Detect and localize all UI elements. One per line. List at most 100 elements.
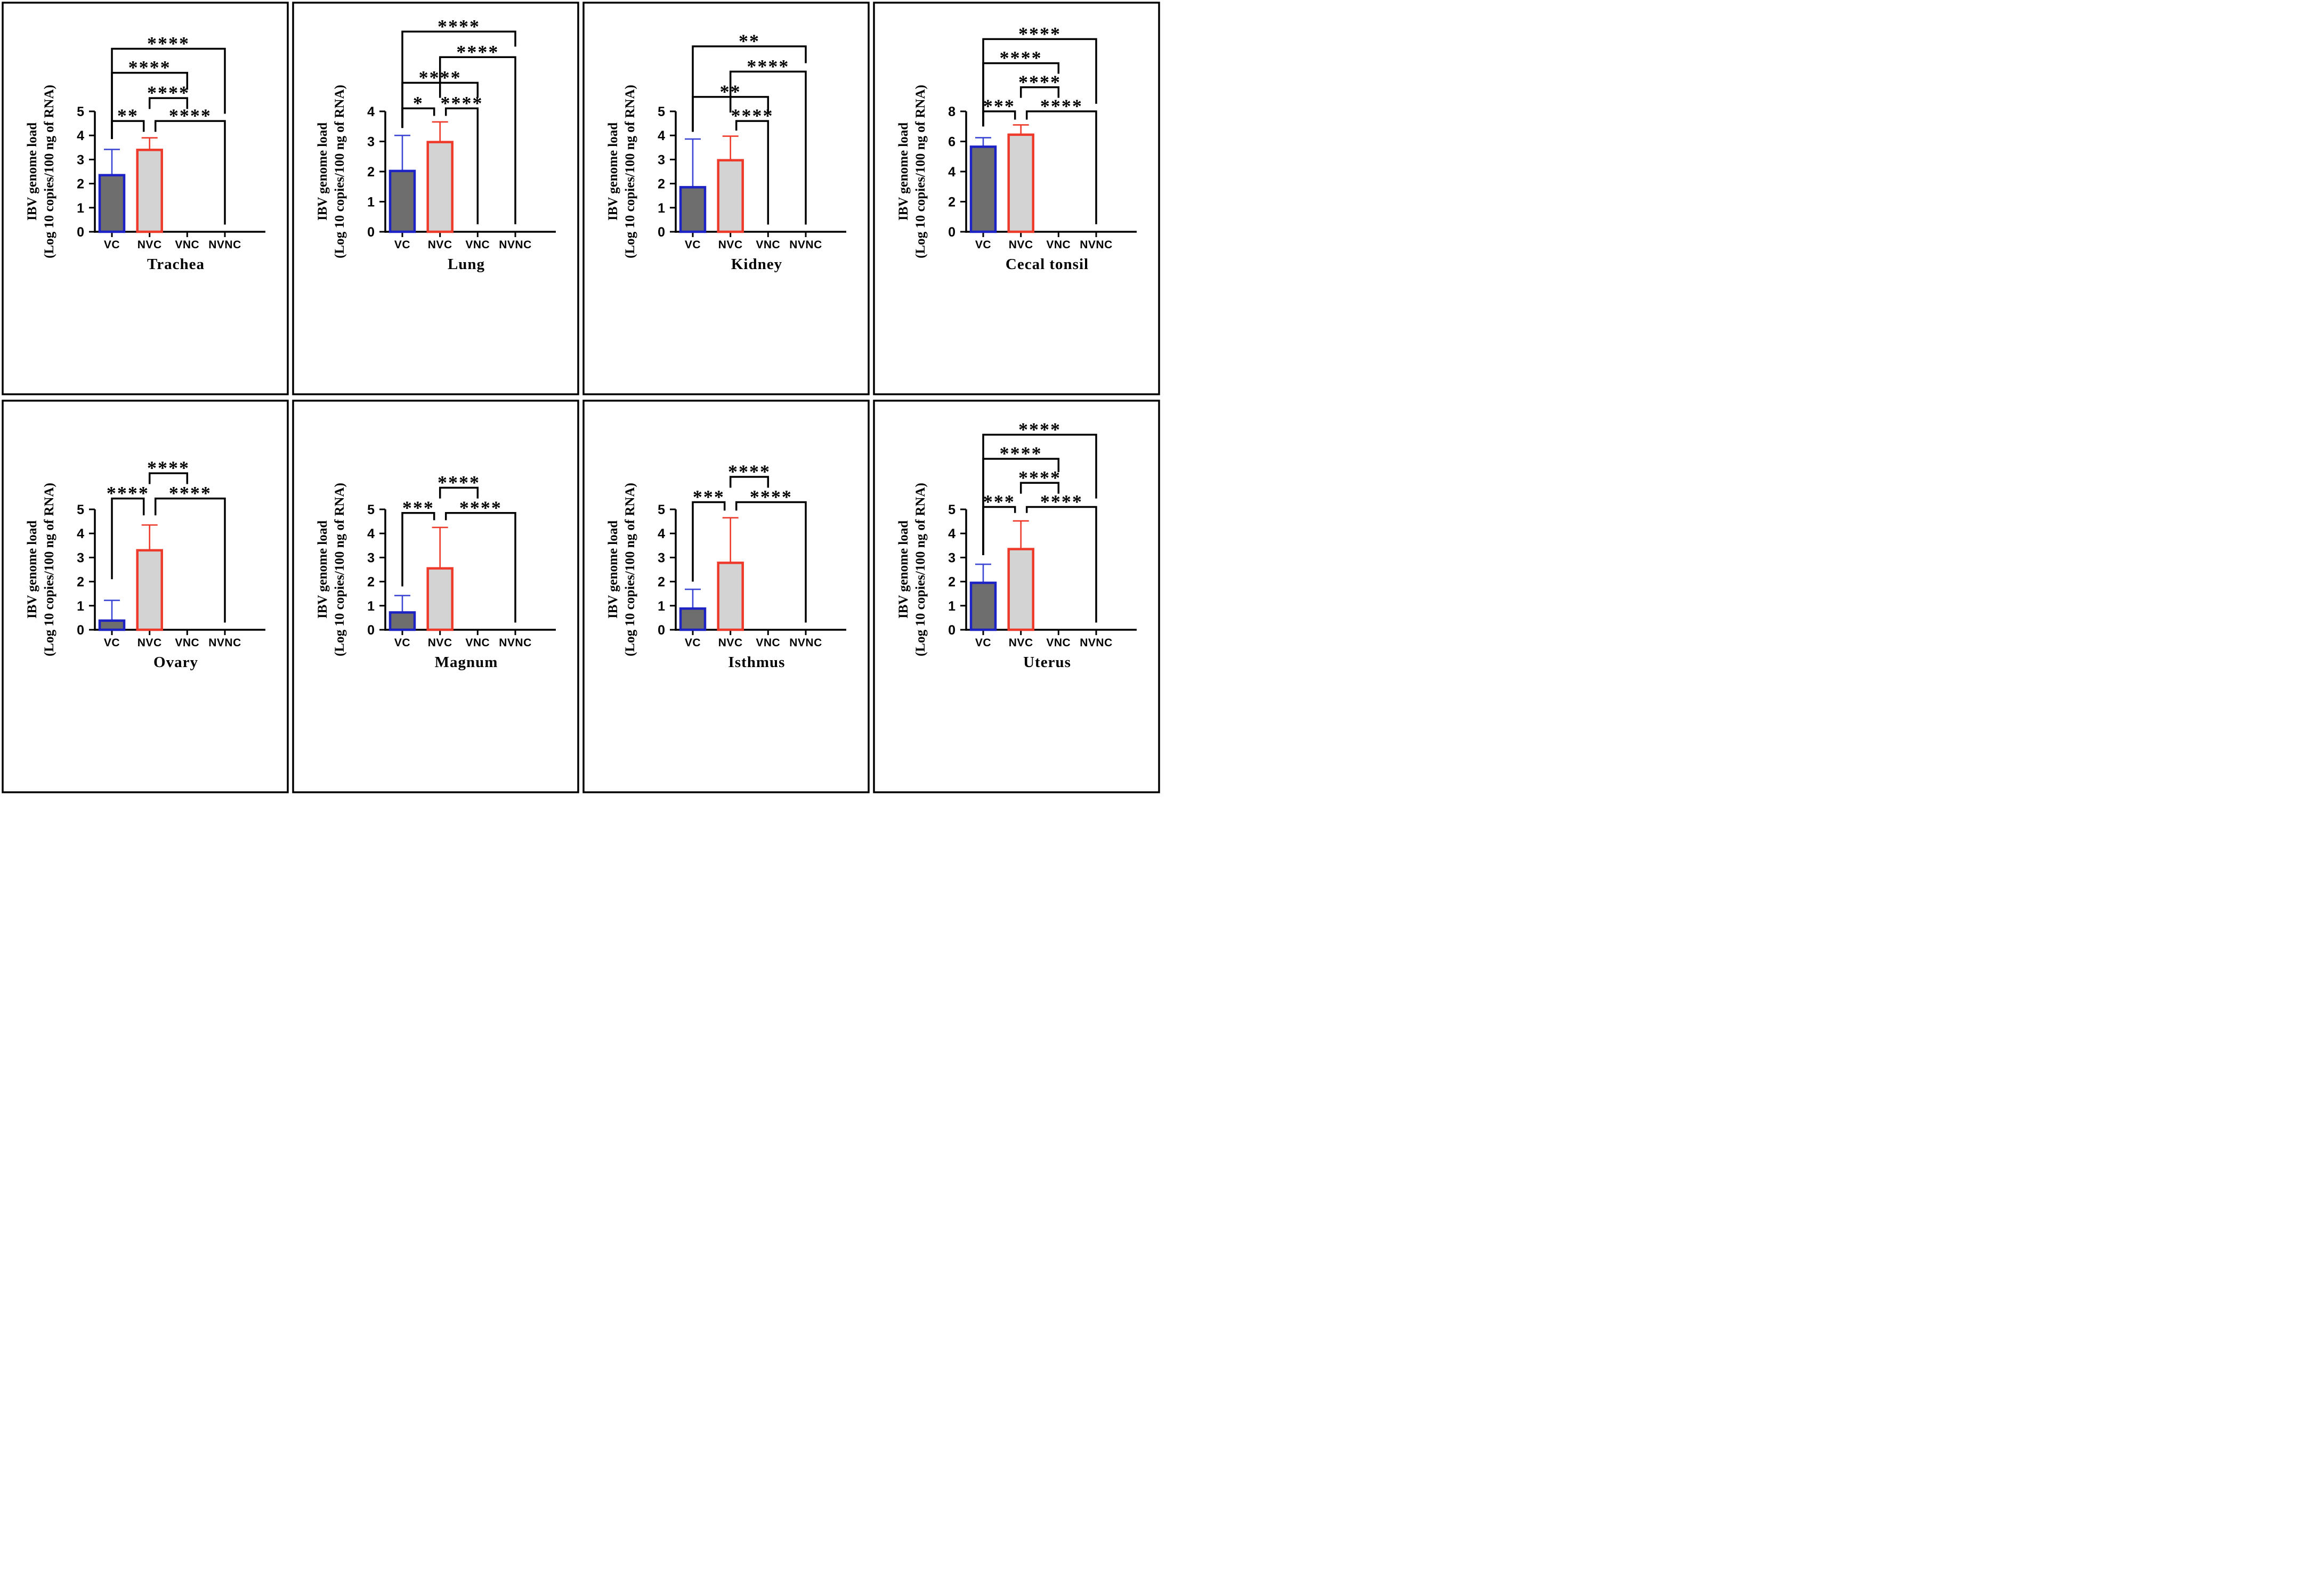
y-axis-title-line1: IBV genome load [606,123,620,221]
panel-frame [582,2,870,395]
y-axis-title-line1: IBV genome load [896,521,911,619]
panel-frame [873,400,1160,793]
sig-bracket [154,497,226,623]
panel-kidney: IBV genome load (Log 10 copies/100 ng of … [581,0,871,398]
panel-title: Ovary [153,654,198,671]
x-category-label: NVNC [208,637,241,649]
sig-bracket [692,45,807,132]
x-category-label: VC [104,637,120,649]
y-axis-title-line1: IBV genome load [25,123,39,221]
panel-isthmus: IBV genome load (Log 10 copies/100 ng of … [581,398,871,796]
panel-cecal-tonsil: IBV genome load (Log 10 copies/100 ng of … [871,0,1162,398]
x-category-label: VNC [175,239,199,251]
bar-nvc [1007,548,1034,631]
sig-bracket [982,110,1016,127]
y-tick-label: 1 [367,195,375,210]
sig-stars: *** [983,491,1015,512]
y-tick-label: 2 [948,575,955,590]
panel-title: Isthmus [728,654,786,671]
panel-frame [873,2,1160,395]
x-category-label: NVNC [789,239,822,251]
sig-bracket [444,107,479,224]
panel-frame [582,400,870,793]
x-category-label: NVNC [789,637,822,649]
y-axis-title-line2: (Log 10 copies/100 ng of RNA) [913,85,928,258]
sig-bracket [735,501,807,623]
y-tick-label: 0 [77,225,84,240]
bar-vc [388,169,416,233]
sig-stars: ** [117,105,139,126]
y-tick-label: 2 [367,575,375,590]
sig-bracket [729,70,807,225]
panel-title: Kidney [731,256,782,273]
panel-svg-ovary: IBV genome load (Log 10 copies/100 ng of … [2,400,289,793]
y-tick-label: 2 [658,575,665,590]
y-tick-label: 0 [948,623,955,638]
y-tick-label: 0 [367,623,375,638]
sig-stars: **** [169,483,212,504]
sig-stars: * [413,92,424,113]
y-tick-label: 0 [658,623,665,638]
y-tick-label: 4 [77,526,84,541]
sig-bracket [982,62,1060,127]
panel-frame [292,400,579,793]
sig-bracket [154,120,226,225]
bar-vc [969,581,997,631]
y-tick-label: 5 [367,502,375,517]
sig-stars: *** [402,497,434,518]
x-category-label: NVNC [499,637,532,649]
sig-stars: **** [147,33,190,54]
sig-stars: **** [750,486,792,507]
y-tick-label: 5 [77,104,84,119]
x-category-label: NVC [428,637,452,649]
bar-vc [969,145,997,233]
x-category-label: NVNC [1080,239,1113,251]
y-axis-title-line1: IBV genome load [896,123,911,221]
y-tick-label: 4 [658,526,665,541]
sig-bracket [444,512,516,623]
sig-stars: **** [441,92,483,113]
x-category-label: NVC [428,239,452,251]
y-tick-label: 3 [948,550,955,565]
panel-frame [292,2,579,395]
panel-lung: IBV genome load (Log 10 copies/100 ng of … [290,0,581,398]
y-tick-label: 1 [77,201,84,216]
y-tick-label: 4 [367,104,375,119]
x-category-label: NVNC [1080,637,1113,649]
bar-nvc [136,549,163,631]
y-axis-title-line1: IBV genome load [315,521,330,619]
panel-magnum: IBV genome load (Log 10 copies/100 ng of … [290,398,581,796]
y-tick-label: 2 [77,177,84,192]
panel-title: Cecal tonsil [1006,256,1089,273]
y-tick-label: 5 [658,104,665,119]
y-tick-label: 3 [658,152,665,167]
sig-stars: **** [1018,467,1061,488]
sig-stars: **** [1018,23,1061,44]
sig-bracket [1025,506,1097,623]
sig-stars: **** [747,55,789,77]
sig-bracket [401,82,479,128]
x-category-label: NVC [718,239,743,251]
sig-bracket [735,120,770,225]
x-category-label: VC [975,637,991,649]
y-axis-title-line2: (Log 10 copies/100 ng of RNA) [42,85,56,258]
sig-bracket [111,71,189,139]
sig-stars: **** [438,15,480,37]
y-tick-label: 6 [948,135,955,150]
panel-uterus: IBV genome load (Log 10 copies/100 ng of … [871,398,1162,796]
x-category-label: NVNC [208,239,241,251]
sig-stars: **** [147,82,190,103]
sig-stars: **** [728,461,771,482]
sig-stars: **** [419,67,461,88]
bar-vc [98,619,126,631]
y-tick-label: 0 [948,225,955,240]
sig-stars: *** [983,95,1015,117]
x-category-label: NVC [1009,239,1033,251]
bar-nvc [426,567,454,631]
panel-svg-cecal-tonsil: IBV genome load (Log 10 copies/100 ng of … [873,2,1160,395]
x-category-label: VC [394,637,410,649]
x-category-label: VNC [465,637,490,649]
sig-bracket [111,497,145,580]
y-tick-label: 3 [367,550,375,565]
sig-bracket [439,486,479,499]
